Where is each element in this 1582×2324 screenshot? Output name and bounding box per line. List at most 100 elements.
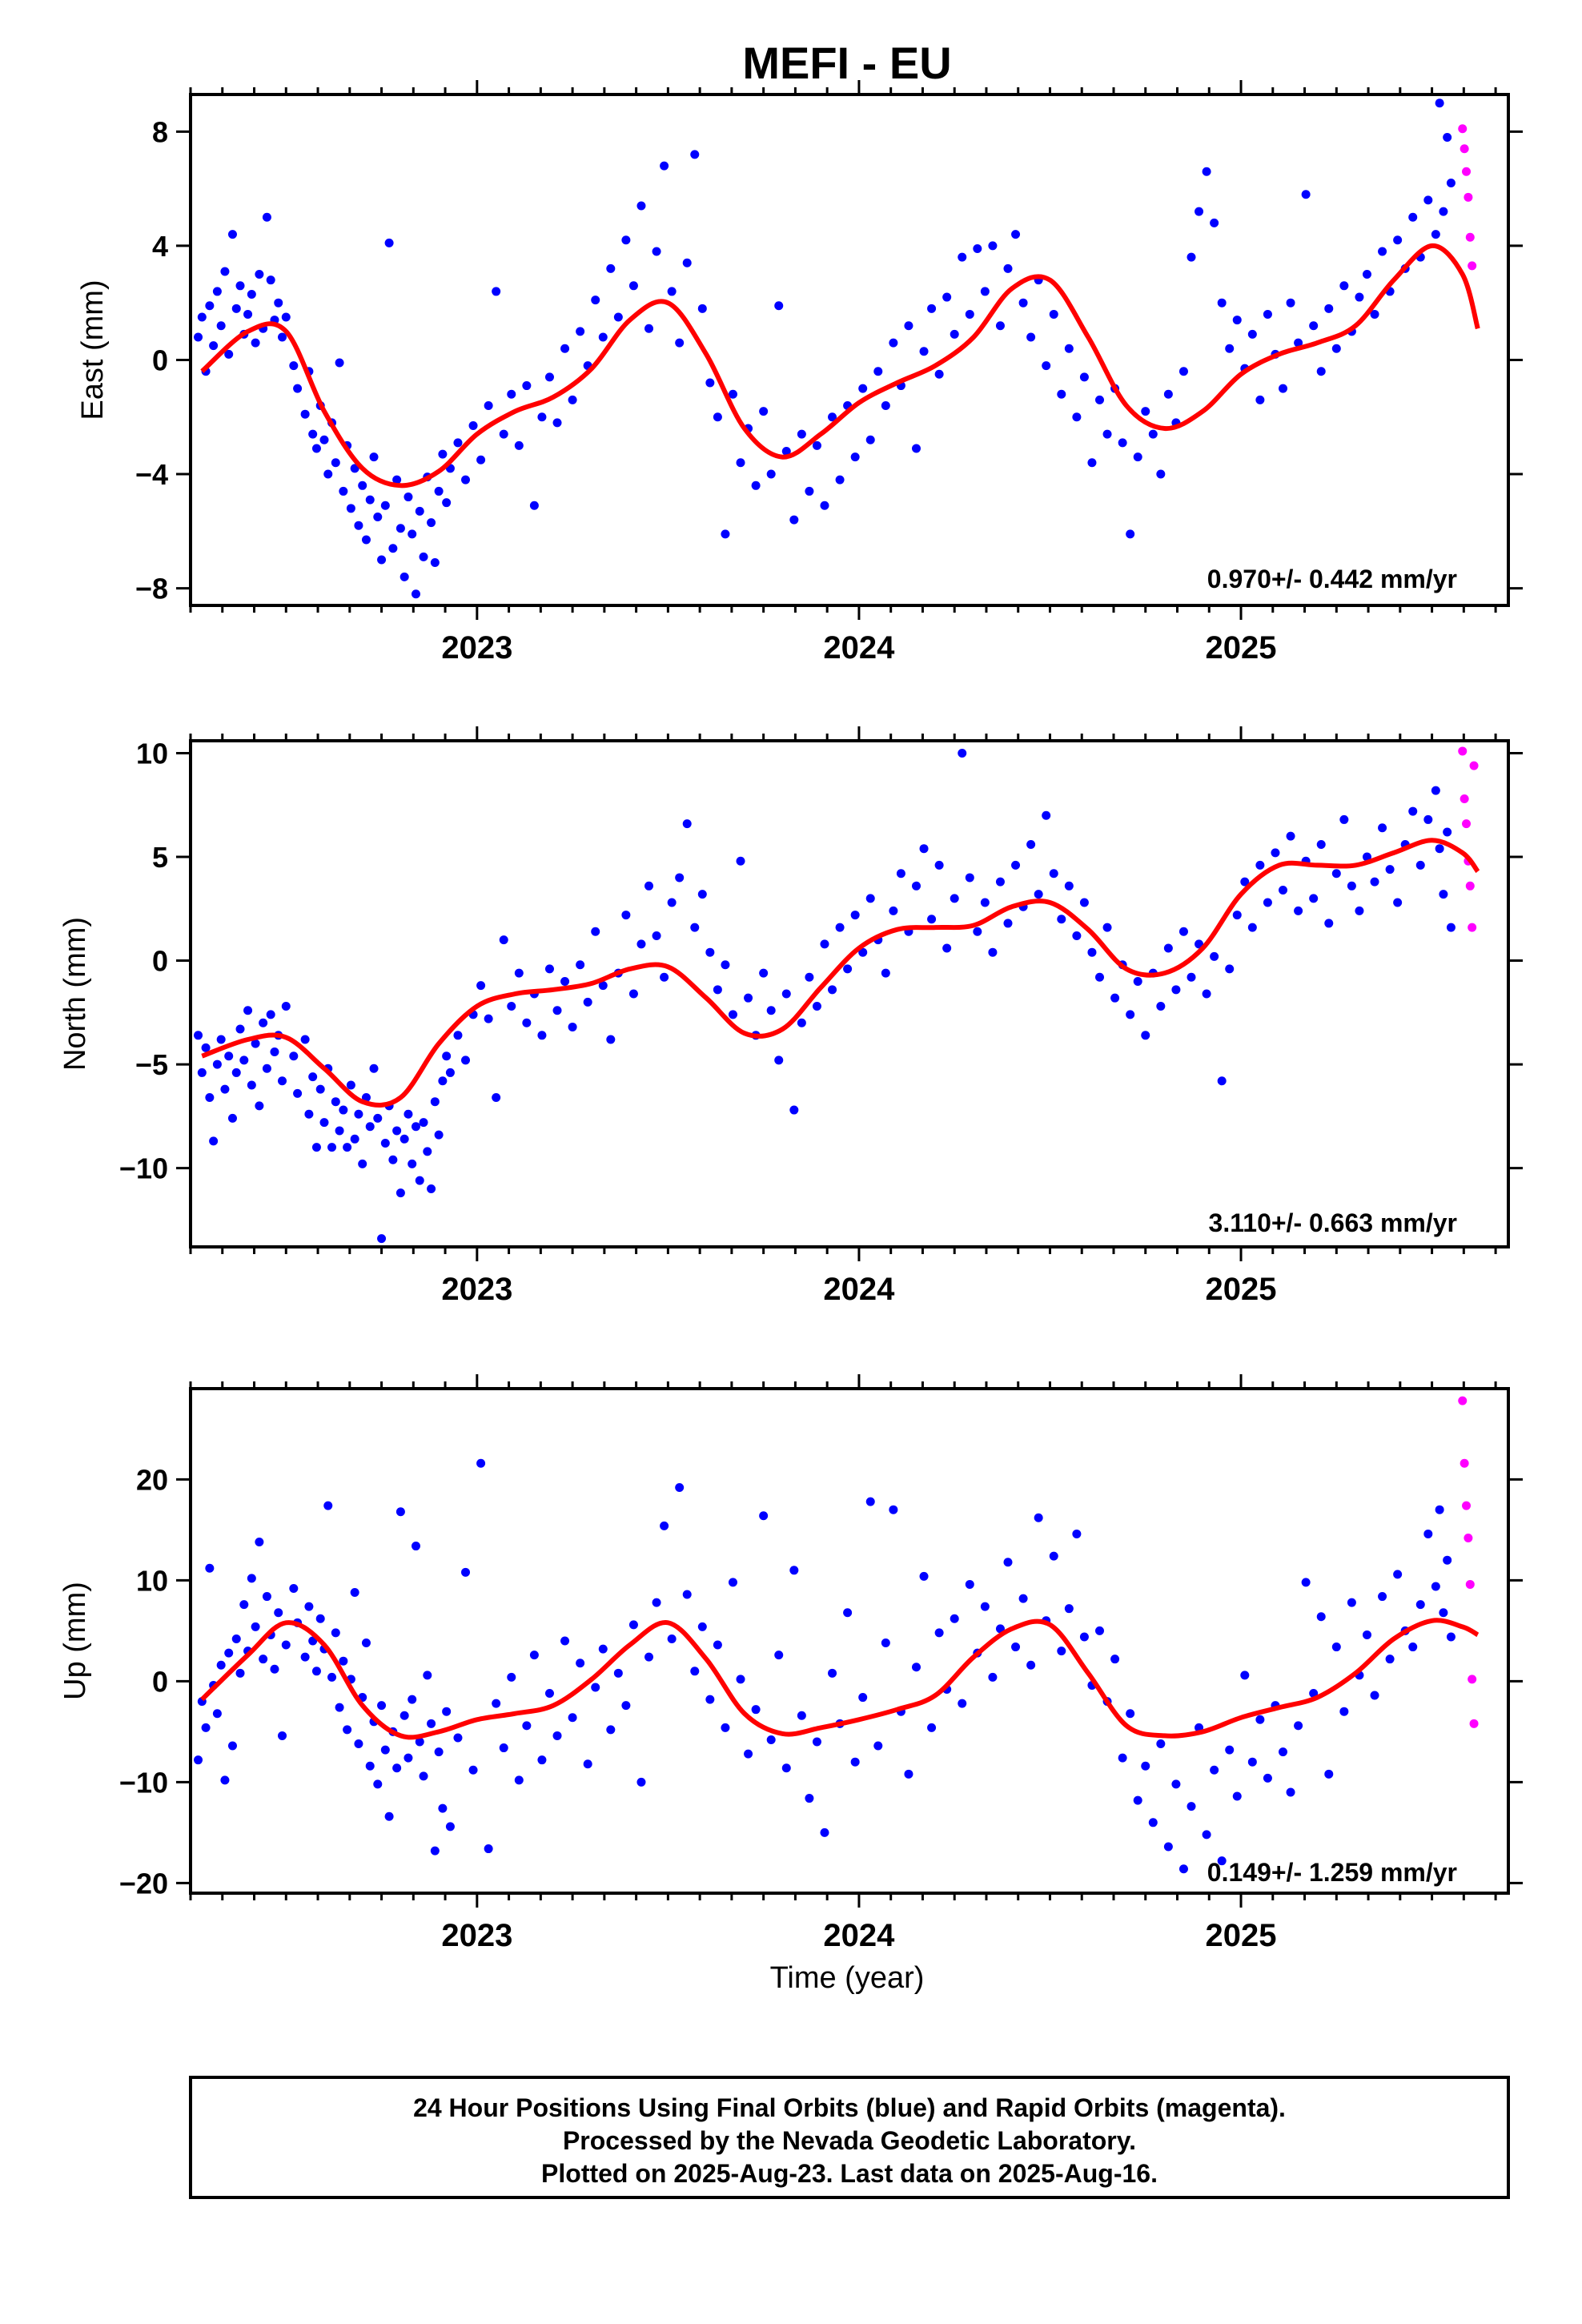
up-final-point bbox=[1011, 1642, 1021, 1652]
up-final-point bbox=[1324, 1769, 1334, 1779]
north-final-point bbox=[889, 906, 898, 915]
north-final-point bbox=[1126, 1010, 1135, 1019]
up-final-point bbox=[1141, 1761, 1150, 1771]
north-final-point bbox=[315, 1084, 325, 1094]
north-final-point bbox=[327, 1143, 337, 1152]
east-final-point bbox=[682, 258, 692, 267]
north-final-point bbox=[797, 1018, 806, 1027]
north-final-point bbox=[942, 943, 952, 953]
up-final-point bbox=[812, 1737, 821, 1747]
up-plot-frame bbox=[189, 1387, 1510, 1895]
east-final-point bbox=[278, 332, 287, 342]
up-final-point bbox=[690, 1667, 700, 1676]
up-final-point bbox=[1370, 1691, 1379, 1700]
east-final-point bbox=[227, 230, 237, 239]
east-final-point bbox=[988, 241, 998, 251]
north-final-point bbox=[453, 1031, 463, 1040]
north-final-point bbox=[1415, 860, 1425, 870]
east-final-point bbox=[442, 498, 452, 508]
up-final-point bbox=[988, 1672, 998, 1682]
north-final-point bbox=[354, 1109, 363, 1119]
north-final-point bbox=[1072, 931, 1082, 940]
north-final-point bbox=[1195, 939, 1204, 949]
up-final-point bbox=[744, 1749, 753, 1759]
east-rapid-point bbox=[1465, 232, 1475, 242]
up-final-point bbox=[766, 1735, 776, 1744]
up-final-point bbox=[1362, 1630, 1371, 1639]
up-final-point bbox=[1255, 1715, 1265, 1724]
east-final-point bbox=[205, 301, 215, 311]
east-final-point bbox=[311, 444, 321, 453]
north-final-point bbox=[835, 923, 845, 932]
up-final-point bbox=[950, 1614, 959, 1623]
east-final-point bbox=[1011, 230, 1021, 239]
up-y-axis-label: Up (mm) bbox=[58, 1582, 92, 1700]
up-final-point bbox=[1294, 1721, 1303, 1731]
up-rapid-point bbox=[1460, 1458, 1469, 1468]
east-final-point bbox=[628, 281, 638, 291]
north-final-point bbox=[1110, 993, 1120, 1003]
up-final-point bbox=[270, 1664, 279, 1674]
up-final-point bbox=[560, 1636, 570, 1646]
east-rapid-point bbox=[1458, 124, 1468, 134]
north-final-point bbox=[396, 1188, 405, 1198]
up-final-point bbox=[759, 1511, 769, 1521]
up-final-point bbox=[278, 1731, 287, 1740]
east-final-point bbox=[396, 524, 405, 533]
north-final-point bbox=[1178, 927, 1188, 936]
up-final-point bbox=[613, 1668, 623, 1678]
up-final-point bbox=[384, 1811, 394, 1821]
up-final-point bbox=[231, 1634, 241, 1643]
north-final-point bbox=[812, 1002, 821, 1011]
north-panel: North (mm) 3.110+/- 0.663 mm/yr 2023 2024… bbox=[58, 726, 1523, 1307]
east-final-point bbox=[1178, 367, 1188, 376]
east-final-point bbox=[404, 493, 413, 502]
east-final-point bbox=[1431, 230, 1440, 239]
north-final-point bbox=[980, 898, 990, 907]
up-final-point bbox=[304, 1602, 314, 1611]
east-final-point bbox=[212, 287, 222, 296]
east-final-point bbox=[751, 480, 761, 490]
north-final-point bbox=[927, 915, 937, 924]
east-final-point bbox=[1309, 321, 1319, 331]
up-rate-label: 0.149+/- 1.259 mm/yr bbox=[1207, 1858, 1457, 1887]
up-final-point bbox=[335, 1703, 344, 1712]
up-final-point bbox=[736, 1675, 745, 1684]
north-final-point bbox=[408, 1159, 417, 1168]
north-final-point bbox=[995, 877, 1005, 887]
east-final-point bbox=[1443, 132, 1452, 142]
up-final-point bbox=[404, 1753, 413, 1763]
east-final-point bbox=[1393, 235, 1403, 245]
east-final-point bbox=[835, 475, 845, 485]
north-final-point bbox=[522, 1018, 532, 1027]
east-final-point bbox=[255, 270, 264, 279]
east-final-point bbox=[224, 349, 234, 359]
up-final-point bbox=[1163, 1842, 1173, 1852]
east-final-point bbox=[1217, 298, 1227, 308]
east-final-point bbox=[1095, 395, 1105, 404]
up-final-point bbox=[392, 1763, 402, 1773]
east-final-point bbox=[1301, 190, 1311, 199]
north-final-point bbox=[419, 1118, 428, 1128]
north-final-point bbox=[373, 1113, 383, 1123]
up-final-point bbox=[212, 1709, 222, 1719]
up-final-point bbox=[396, 1507, 405, 1517]
up-final-point bbox=[1202, 1830, 1211, 1839]
east-final-point bbox=[1118, 438, 1127, 448]
up-final-point bbox=[251, 1622, 260, 1631]
up-final-point bbox=[492, 1699, 501, 1708]
north-final-point bbox=[1217, 1076, 1227, 1086]
chart-title: MEFI - EU bbox=[742, 38, 951, 88]
north-final-point bbox=[259, 1018, 268, 1027]
up-final-point bbox=[1431, 1582, 1440, 1591]
up-final-point bbox=[1049, 1551, 1058, 1561]
north-final-point bbox=[1271, 848, 1280, 858]
up-final-point bbox=[1018, 1594, 1028, 1603]
east-final-point bbox=[400, 572, 409, 581]
north-final-point bbox=[427, 1184, 436, 1193]
up-final-point bbox=[224, 1648, 234, 1658]
east-rapid-point bbox=[1464, 192, 1473, 202]
north-final-point bbox=[1378, 823, 1387, 833]
north-final-point bbox=[950, 894, 959, 903]
up-final-point bbox=[1435, 1505, 1444, 1514]
